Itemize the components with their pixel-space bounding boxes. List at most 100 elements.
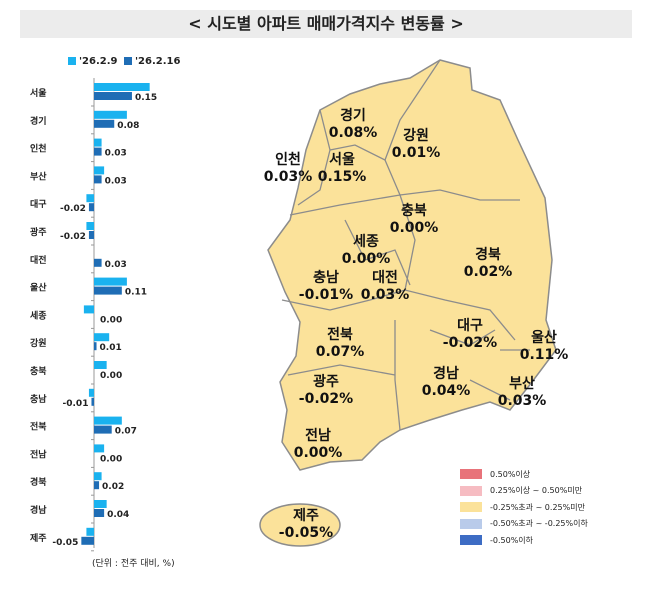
region-value: 0.00%: [341, 251, 391, 267]
region-name: 광주: [313, 374, 339, 390]
mainland-shape: [267, 59, 557, 471]
category-label: 강원: [30, 337, 47, 349]
region-value: 0.01%: [391, 145, 441, 161]
legend-label: -0.50%초과 ~ -0.25%이하: [490, 519, 588, 529]
bar-curr: [94, 258, 102, 267]
map-region-label: 대구 -0.02%: [443, 318, 497, 352]
map-region-label: 제주 -0.05%: [279, 508, 333, 542]
region-value: 0.07%: [315, 344, 365, 360]
data-label: 0.00: [100, 371, 122, 381]
data-label: -0.02: [60, 204, 86, 214]
map-legend-item: 0.25%이상 ~ 0.50%미만: [460, 483, 588, 500]
category-label: 부산: [30, 170, 47, 182]
bar-prev: [94, 138, 102, 147]
category-label: 대구: [30, 198, 47, 210]
bar-prev: [94, 444, 105, 453]
page-title: < 시도별 아파트 매매가격지수 변동률 >: [20, 10, 632, 38]
bar-curr: [91, 397, 94, 406]
map-legend-item: -0.50%이하: [460, 532, 588, 549]
bar-prev: [94, 333, 110, 342]
region-name: 세종: [353, 234, 379, 250]
map-region-label: 경남 0.04%: [422, 366, 471, 400]
map-region-label: 인천 0.03%: [264, 152, 313, 186]
map-legend-item: 0.50%이상: [460, 466, 588, 483]
bar-prev: [94, 416, 122, 425]
category-label: 경남: [30, 504, 47, 516]
bar-prev: [94, 83, 150, 91]
category-label: 광주: [30, 226, 47, 238]
legend-swatch: [460, 485, 482, 496]
region-value: 0.03%: [360, 287, 410, 303]
bar-curr: [94, 119, 115, 128]
bar-curr: [94, 425, 112, 434]
category-label: 대전: [30, 254, 47, 266]
data-label: 0.03: [105, 260, 127, 270]
legend-swatch: [460, 518, 482, 529]
region-name: 전북: [327, 327, 353, 343]
map-region-label: 전북 0.07%: [316, 327, 365, 361]
region-name: 대전: [372, 270, 398, 286]
region-name: 경북: [475, 247, 501, 263]
data-label: 0.00: [100, 315, 122, 325]
map-region-label: 광주 -0.02%: [299, 374, 353, 408]
bar-prev: [94, 472, 102, 481]
region-value: 0.00%: [389, 220, 439, 236]
category-label: 충남: [30, 393, 47, 405]
bar-curr: [94, 147, 102, 156]
region-name: 경남: [433, 366, 459, 382]
bar-prev: [94, 361, 107, 369]
data-label: -0.02: [60, 232, 86, 242]
bar-prev: [94, 500, 107, 508]
bar-curr: [94, 175, 102, 184]
map-region-label: 부산 0.03%: [498, 376, 547, 410]
region-value: 0.03%: [263, 169, 313, 185]
bar-prev: [86, 222, 94, 230]
region-name: 제주: [293, 508, 319, 524]
data-label: -0.01: [63, 399, 89, 409]
bar-prev: [86, 194, 94, 203]
region-value: 0.02%: [463, 264, 513, 280]
legend-prev: '26.2.9: [68, 56, 118, 67]
map-legend-item: -0.25%초과 ~ 0.25%미만: [460, 499, 588, 516]
region-name: 인천: [275, 152, 301, 168]
category-label: 충북: [30, 365, 47, 377]
data-label: 0.08: [117, 121, 139, 131]
bar-curr: [81, 536, 94, 545]
region-value: 0.00%: [293, 445, 343, 461]
region-value: -0.02%: [442, 335, 498, 351]
bar-prev: [94, 277, 127, 286]
category-label: 인천: [30, 144, 47, 155]
region-value: 0.08%: [328, 125, 378, 141]
region-name: 경기: [340, 108, 366, 124]
unit-note: (단위 : 전주 대비, %): [92, 559, 175, 569]
map-legend-item: -0.50%초과 ~ -0.25%이하: [460, 516, 588, 533]
bar-prev: [86, 527, 94, 536]
map-region-label: 대전 0.03%: [361, 270, 410, 304]
region-name: 충북: [401, 203, 427, 219]
jeju-shape: [259, 503, 341, 547]
map-region-label: 세종 0.00%: [342, 234, 391, 268]
region-name: 울산: [531, 330, 557, 346]
region-name: 서울: [329, 152, 355, 168]
legend-swatch: [460, 469, 482, 480]
legend-label: -0.50%이하: [490, 535, 534, 545]
category-label: 세종: [30, 309, 47, 321]
data-label: 0.04: [107, 510, 129, 520]
map-region-label: 전남 0.00%: [294, 428, 343, 462]
bar-prev: [94, 166, 105, 175]
data-label: -0.05: [52, 538, 78, 548]
region-value: 0.04%: [421, 383, 471, 399]
region-value: -0.01%: [298, 287, 354, 303]
region-value: 0.03%: [497, 393, 547, 409]
map-region-label: 충남 -0.01%: [299, 270, 353, 304]
category-label: 제주: [30, 532, 47, 544]
data-label: 0.00: [100, 454, 122, 464]
category-label: 서울: [30, 87, 47, 99]
map-region-label: 서울 0.15%: [318, 152, 367, 186]
data-label: 0.11: [125, 288, 147, 298]
region-name: 부산: [509, 376, 535, 392]
map-region-label: 경기 0.08%: [329, 108, 378, 142]
category-label: 전북: [30, 421, 47, 433]
bar-prev: [94, 110, 127, 119]
